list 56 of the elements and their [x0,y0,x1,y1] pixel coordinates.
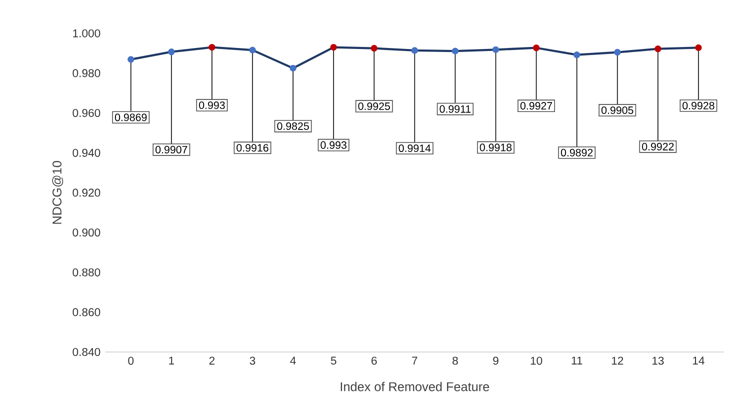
data-label: 0.9914 [398,144,431,152]
data-label: 0.9869 [114,114,147,122]
point [128,56,134,63]
x-tick-label: 10 [530,356,542,365]
x-tick-label: 3 [250,356,256,365]
y-tick-label: 0.880 [72,268,100,276]
x-tick-label: 1 [169,356,174,365]
y-tick-label: 0.960 [72,108,100,118]
data-label: 0.9905 [601,106,634,114]
point [370,44,378,52]
data-label: 0.9825 [277,122,309,130]
x-tick-label: 2 [209,356,215,365]
x-tick-label: 7 [412,356,418,365]
data-label: 0.9928 [682,102,714,110]
data-label: 0.9907 [156,146,188,154]
x-tick-label: 0 [128,356,134,365]
point [411,47,418,54]
y-tick-label: 0.840 [72,348,100,356]
y-tick-label: 0.980 [72,69,100,78]
y-tick-label: 0.940 [72,148,100,157]
x-tick-label: 8 [452,356,458,365]
y-tick-label: 1.000 [73,29,100,38]
data-label: 0.993 [199,101,225,110]
point [168,48,175,56]
data-label: 0.9925 [358,102,390,110]
point [574,52,580,58]
point [249,46,256,54]
y-tick-label: 0.900 [72,228,100,237]
x-tick-label: 9 [493,356,498,365]
point [492,46,500,53]
data-label: 0.9927 [520,102,552,110]
data-label: 0.993 [320,141,346,149]
x-tick-label: 4 [290,356,296,365]
y-axis-title: NDCG@10 [52,161,64,224]
x-tick-label: 6 [372,356,377,365]
data-label: 0.9892 [560,148,593,156]
point [532,44,540,52]
x-tick-label: 11 [572,356,582,365]
data-label: 0.9916 [236,144,268,152]
x-tick-label: 13 [652,356,664,365]
data-label: 0.9922 [642,142,674,150]
point [614,48,621,56]
point [330,44,337,51]
point [290,64,296,72]
x-axis-title: Index of Removed Feature [340,382,490,392]
point [452,48,459,54]
data-label: 0.9918 [480,144,512,152]
x-tick-label: 5 [330,356,336,365]
point [695,44,702,52]
y-tick-label: 0.920 [72,188,100,197]
x-tick-label: 12 [612,356,624,365]
point [208,44,216,51]
x-tick-label: 14 [693,356,704,365]
point [654,46,662,52]
data-label: 0.9911 [440,105,471,113]
y-tick-label: 0.860 [72,308,100,316]
